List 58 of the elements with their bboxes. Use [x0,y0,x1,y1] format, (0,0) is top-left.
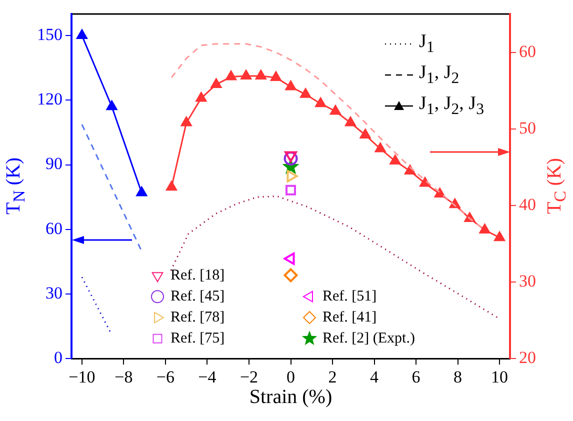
point [210,78,222,88]
y-tick-label: 90 [46,154,62,174]
y2-tick-label: 50 [519,118,536,138]
point [479,223,490,234]
point [180,116,192,126]
point [494,231,506,242]
annotation: J$_{1}$, J$_{2}$ [419,62,460,88]
point [136,186,148,196]
x-tick-label: 4 [370,367,380,386]
legend-label: Ref. [18] [170,268,225,284]
x-tick-label: −4 [198,367,217,386]
point [240,70,252,80]
y2-tick-label: 40 [519,194,536,214]
x-tick-label: 2 [328,367,337,386]
y-tick-label: 30 [46,283,62,302]
y2-tick-label: 20 [519,348,536,368]
legend-label: Ref. [45] [170,288,225,305]
point [300,88,312,98]
x-axis-title: Strain (%) [249,386,332,409]
x-tick-label: 10 [491,367,508,386]
x-tick-label: 8 [454,367,462,386]
point [360,128,371,138]
point [106,100,118,110]
legend-label: Ref. [78] [170,310,225,326]
y2-tick-label: 30 [519,271,536,290]
legend-label: Ref. [2] (Expt.) [322,330,415,347]
point [270,71,282,82]
point [76,29,88,40]
y-tick-label: 150 [37,25,62,44]
x-tick-label: 6 [412,367,420,386]
annotation: J$_{1}$, J$_{2}$, J$_{3}$ [419,93,484,119]
point [286,184,296,196]
y2-tick-label: 60 [519,42,536,61]
x-tick-label: −10 [68,367,96,386]
x-tick-label: −2 [240,367,258,386]
legend-label: Ref. [75] [170,330,225,347]
x-tick-label: −8 [114,367,133,386]
point [255,70,267,80]
y-tick-label: 60 [46,218,62,238]
legend-label: Ref. [41] [322,310,377,326]
point [389,154,401,165]
point [166,180,178,191]
point [284,268,298,282]
point [344,116,356,126]
point [374,142,386,152]
point [225,70,237,80]
point [330,104,342,115]
x-tick-label: 0 [286,367,295,386]
y-tick-label: 0 [54,348,62,368]
annotation: J$_{1}$ [419,31,434,57]
point [285,80,296,90]
legend-label: Ref. [51] [322,288,377,305]
y-tick-label: 120 [37,90,62,109]
x-tick-label: −6 [156,367,175,386]
point [314,97,326,108]
point [284,152,298,166]
point [284,252,295,265]
point [195,92,207,102]
